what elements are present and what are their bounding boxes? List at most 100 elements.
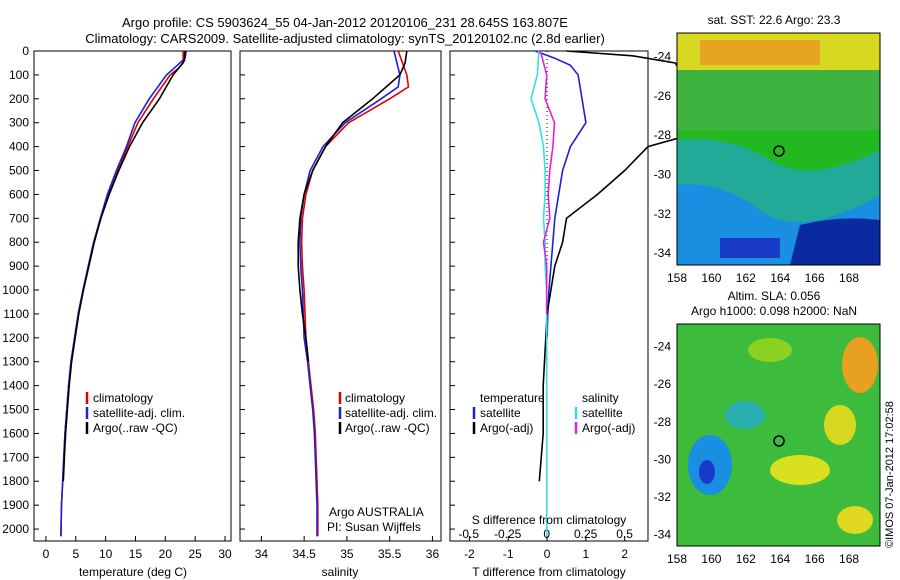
s-tick-label: 0.5 — [616, 527, 633, 541]
sst-map-title: sat. SST: 22.6 Argo: 23.3 — [708, 13, 841, 27]
sla-map — [676, 323, 881, 547]
sst-map — [676, 32, 881, 266]
difference-xticks: -2 -1 0 1 2-0.5 -0.25 0 0.25 0.5 — [458, 51, 633, 561]
map-lon-tick-label: 160 — [701, 552, 721, 566]
depth-tick-label: 500 — [9, 164, 29, 178]
temperature-xlabel: temperature (deg C) — [79, 565, 187, 579]
sst-mid-band — [677, 70, 880, 130]
x-tick-label: 5 — [72, 547, 79, 561]
salinity-legend: climatology satellite-adj. clim. Argo(..… — [338, 391, 437, 435]
depth-tick-label: 1100 — [3, 307, 29, 321]
temperature-xticks: 0 5 10 15 20 25 30 — [43, 536, 232, 561]
s-tick-label: -0.5 — [458, 527, 479, 541]
x-tick-label: 2 — [621, 547, 628, 561]
map-lon-tick-label: 162 — [736, 271, 756, 285]
map-lon-tick-label: 158 — [667, 271, 687, 285]
header-line2: Climatology: CARS2009. Satellite-adjuste… — [85, 31, 605, 46]
s-difference-label: S difference from climatology — [472, 513, 627, 527]
map-lat-tick-label: -26 — [654, 377, 672, 391]
sla-map-ticks: -24 -26 -28 -30 -32 -34 158 160 162 164 166 168 — [654, 340, 860, 566]
map-lat-tick-label: -30 — [654, 452, 672, 466]
legend-label-climatology: climatology — [345, 391, 405, 405]
depth-tick-label: 800 — [9, 235, 29, 249]
series-line-satellite-adj-clim- — [60, 50, 187, 537]
map-lat-tick-label: -30 — [654, 168, 672, 182]
map-lon-tick-label: 166 — [805, 552, 825, 566]
map-lat-tick-label: -32 — [654, 490, 672, 504]
argo-location-marker — [773, 435, 785, 447]
temperature-legend: climatology satellite-adj. clim. Argo(..… — [85, 391, 185, 435]
depth-tick-label: 1200 — [2, 331, 29, 345]
legend-label-argo: Argo(..raw -QC) — [345, 421, 430, 435]
legend-label-s-argo: Argo(-adj) — [582, 421, 635, 435]
x-tick-label: 34 — [255, 547, 269, 561]
series-line-argo-raw-qc- — [62, 50, 186, 482]
series-line-satellite — [530, 50, 548, 537]
header-line1: Argo profile: CS 5903624_55 04-Jan-2012 … — [122, 15, 568, 30]
map-lon-tick-label: 166 — [805, 271, 825, 285]
legend-title-salinity: salinity — [582, 391, 619, 405]
depth-tick-label: 300 — [9, 116, 29, 130]
depth-tick-label: 200 — [9, 92, 29, 106]
x-tick-label: 20 — [159, 547, 173, 561]
depth-tick-label: 900 — [9, 259, 29, 273]
series-line-satellite-adj-clim- — [299, 50, 401, 537]
x-tick-label: 0 — [43, 547, 50, 561]
x-tick-label: 36 — [426, 547, 440, 561]
depth-tick-label: 600 — [9, 187, 29, 201]
x-tick-label: 35.5 — [378, 547, 402, 561]
x-tick-label: -2 — [464, 547, 475, 561]
sla-high-anomaly — [837, 506, 873, 534]
map-lat-tick-label: -24 — [654, 50, 672, 64]
argo-pi-note: PI: Susan Wijffels — [327, 520, 421, 534]
x-tick-label: 0 — [544, 547, 551, 561]
depth-tick-label: 1900 — [2, 498, 29, 512]
sla-high-anomaly — [842, 337, 878, 393]
x-tick-label: 25 — [189, 547, 203, 561]
argo-owner-note: Argo AUSTRALIA — [329, 505, 424, 519]
map-lon-tick-label: 164 — [770, 552, 790, 566]
map-lat-tick-label: -34 — [654, 246, 672, 260]
difference-panel-frame — [449, 50, 649, 542]
map-lat-tick-label: -28 — [654, 128, 672, 142]
legend-label-s-satellite: satellite — [582, 406, 623, 420]
map-lat-tick-label: -26 — [654, 89, 672, 103]
sst-map-ticks: -24 -26 -28 -30 -32 -34 158 160 162 164 166 168 — [654, 50, 860, 285]
sla-map-title1: Altim. SLA: 0.056 — [728, 289, 821, 303]
depth-tick-label: 1500 — [2, 403, 29, 417]
series-layer — [60, 50, 735, 537]
depth-tick-label: 700 — [9, 211, 29, 225]
legend-title-temperature: temperature — [480, 391, 545, 405]
series-line-argo-raw-qc- — [297, 50, 408, 362]
x-tick-label: 15 — [129, 547, 143, 561]
x-tick-label: 35 — [340, 547, 354, 561]
depth-tick-label: 1600 — [2, 426, 29, 440]
map-lat-tick-label: -24 — [654, 340, 672, 354]
depth-tick-label: 1300 — [2, 355, 29, 369]
salinity-xticks: 34 34.5 35 35.5 36 — [255, 536, 440, 561]
depth-tick-label: 1000 — [2, 283, 29, 297]
x-tick-label: 1 — [583, 547, 590, 561]
depth-tick-label: 1800 — [2, 474, 29, 488]
x-tick-label: 34.5 — [292, 547, 316, 561]
map-lon-tick-label: 168 — [839, 552, 859, 566]
s-tick-label: 0.25 — [574, 527, 598, 541]
sst-map-frame — [676, 32, 881, 266]
difference-legend: temperature salinity satellite Argo(-adj… — [472, 391, 635, 435]
depth-tick-label: 100 — [9, 68, 29, 82]
series-line-climatology — [300, 50, 410, 537]
series-line-satellite — [535, 50, 587, 338]
depth-tick-label: 0 — [22, 44, 29, 58]
map-lon-tick-label: 164 — [770, 271, 790, 285]
legend-label-satellite: satellite-adj. clim. — [93, 406, 185, 420]
sla-low-core — [699, 460, 715, 484]
salinity-xlabel: salinity — [322, 565, 359, 579]
s-tick-label: -0.25 — [494, 527, 522, 541]
sst-coldest-zone — [790, 218, 880, 265]
depth-tick-label: 400 — [9, 140, 29, 154]
depth-tick-label: 2000 — [2, 522, 29, 536]
depth-axis: 0 100 200 300 400 500 600 700 800 900 1000 1100 1200… — [2, 44, 455, 536]
argo-location-marker — [773, 145, 785, 157]
x-tick-label: 30 — [218, 547, 232, 561]
